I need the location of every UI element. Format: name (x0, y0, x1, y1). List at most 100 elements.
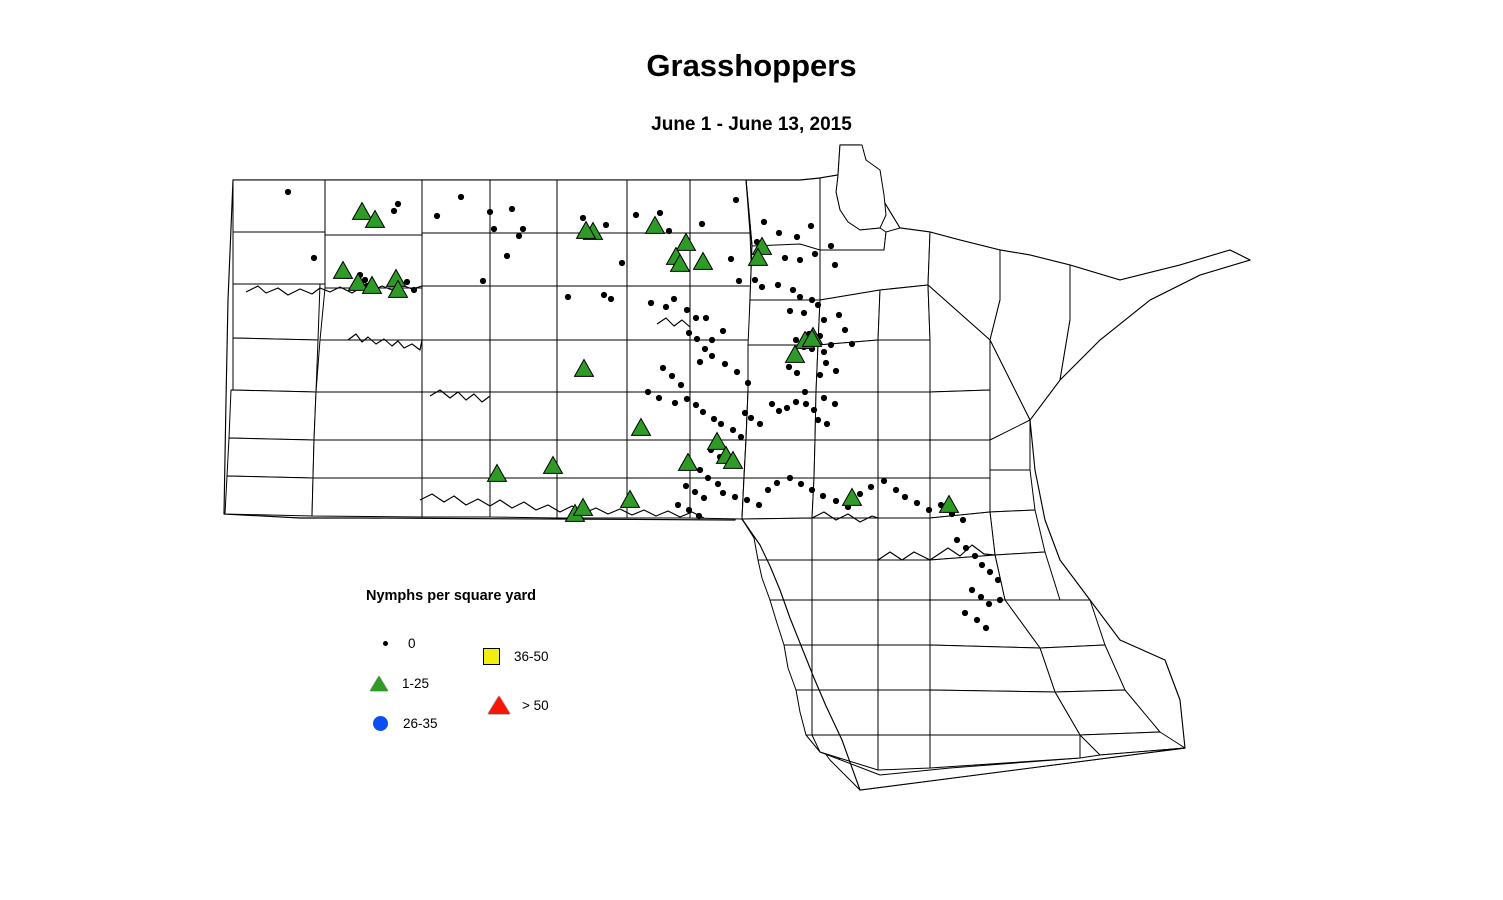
data-point-zero (800, 309, 808, 317)
data-point-zero (786, 474, 794, 482)
data-point-zero (880, 477, 888, 485)
data-points-layer (284, 188, 1004, 632)
data-point-zero (479, 277, 487, 285)
data-point-zero (701, 345, 709, 353)
yellow-square-icon (478, 648, 504, 665)
data-point-zero (708, 336, 716, 344)
data-point-zero (768, 400, 776, 408)
data-point-zero (747, 414, 755, 422)
data-point-zero (982, 624, 990, 632)
legend-label-4: > 50 (522, 697, 549, 713)
data-point-zero (733, 368, 741, 376)
blue-circle-icon (367, 716, 393, 731)
data-point-zero (503, 252, 511, 260)
data-point-zero (490, 225, 498, 233)
data-point-zero (867, 483, 875, 491)
north-dakota-counties (223, 179, 753, 521)
data-point-zero (822, 359, 830, 367)
data-point-1-25 (841, 487, 863, 506)
data-point-zero (808, 486, 816, 494)
data-point-zero (996, 596, 1004, 604)
data-point-zero (811, 250, 819, 258)
data-point-zero (682, 482, 690, 490)
data-point-zero (508, 205, 516, 213)
data-point-1-25 (387, 279, 409, 298)
data-point-1-25 (677, 452, 699, 471)
data-point-zero (814, 301, 822, 309)
data-point-zero (677, 381, 685, 389)
data-point-zero (841, 326, 849, 334)
data-point-zero (731, 493, 739, 501)
data-point-zero (698, 220, 706, 228)
data-point-zero (760, 218, 768, 226)
data-point-zero (743, 496, 751, 504)
data-point-zero (823, 420, 831, 428)
legend-entries: 0 1-25 26-35 36-50 > 50 (366, 636, 626, 786)
data-point-zero (717, 420, 725, 428)
black-dot-icon (372, 641, 398, 646)
data-point-zero (719, 489, 727, 497)
data-point-zero (741, 409, 749, 417)
data-point-zero (394, 200, 402, 208)
data-point-1-25 (486, 463, 508, 482)
data-point-zero (693, 335, 701, 343)
data-point-zero (820, 348, 828, 356)
data-point-zero (618, 259, 626, 267)
data-point-zero (751, 276, 759, 284)
data-point-zero (719, 327, 727, 335)
data-point-zero (659, 364, 667, 372)
data-point-zero (486, 208, 494, 216)
legend-label-1: 1-25 (402, 676, 430, 691)
data-point-zero (783, 404, 791, 412)
legend-label-3: 36-50 (514, 649, 549, 664)
data-point-zero (831, 400, 839, 408)
data-point-zero (925, 506, 933, 514)
data-point-zero (962, 544, 970, 552)
data-point-zero (655, 394, 663, 402)
data-point-zero (816, 371, 824, 379)
data-point-zero (961, 609, 969, 617)
page-subtitle: June 1 - June 13, 2015 (651, 114, 852, 135)
data-point-1-25 (706, 431, 728, 450)
data-point-zero (735, 277, 743, 285)
data-point-zero (835, 311, 843, 319)
data-point-zero (968, 586, 976, 594)
data-point-zero (647, 299, 655, 307)
data-point-1-25 (575, 220, 597, 239)
green-triangle-icon (366, 676, 392, 691)
legend-item-3: 36-50 (478, 648, 549, 665)
data-point-zero (892, 486, 900, 494)
data-point-zero (832, 367, 840, 375)
data-point-zero (986, 568, 994, 576)
data-point-zero (781, 254, 789, 262)
legend-item-1: 1-25 (366, 676, 429, 691)
data-point-zero (786, 307, 794, 315)
data-point-zero (671, 399, 679, 407)
data-point-zero (758, 283, 766, 291)
data-point-zero (814, 416, 822, 424)
minnesota-counties (741, 144, 1251, 791)
data-point-zero (670, 295, 678, 303)
data-point-1-25 (361, 275, 383, 294)
data-point-1-25 (801, 328, 823, 347)
data-point-zero (977, 593, 985, 601)
data-point-zero (793, 369, 801, 377)
data-point-zero (756, 420, 764, 428)
data-point-zero (820, 394, 828, 402)
data-point-zero (831, 261, 839, 269)
data-point-zero (710, 415, 718, 423)
data-point-1-25 (619, 489, 641, 508)
data-point-zero (515, 232, 523, 240)
data-point-zero (856, 490, 864, 498)
data-point-zero (737, 433, 745, 441)
data-point-zero (668, 372, 676, 380)
data-point-zero (985, 600, 993, 608)
legend-label-2: 26-35 (403, 716, 438, 731)
data-point-zero (755, 501, 763, 509)
data-point-zero (727, 255, 735, 263)
data-point-zero (632, 211, 640, 219)
data-point-zero (662, 303, 670, 311)
data-point-1-25 (332, 260, 354, 279)
